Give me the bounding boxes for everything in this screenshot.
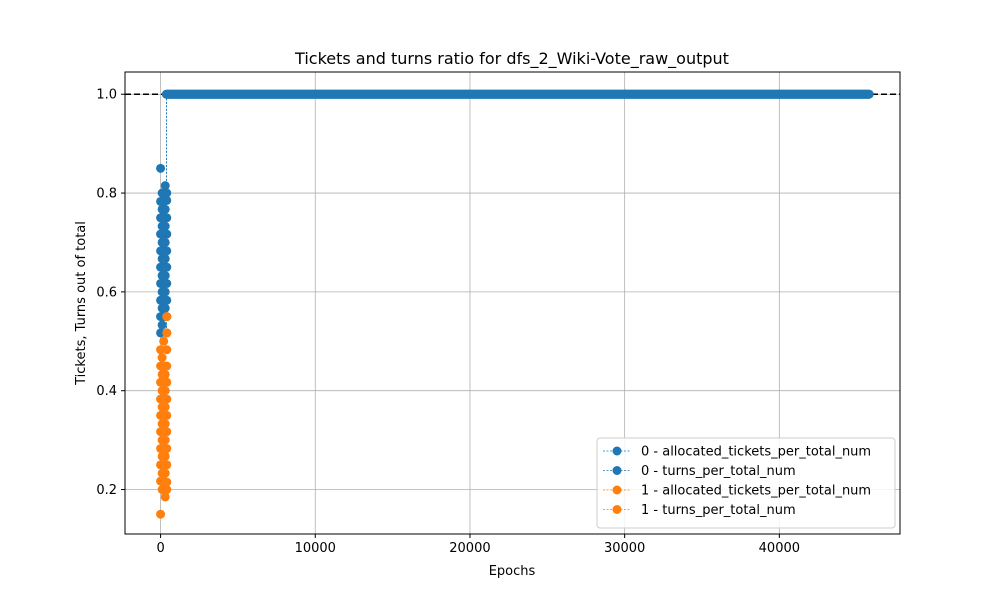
data-point bbox=[156, 345, 166, 355]
data-point bbox=[162, 377, 172, 387]
data-point bbox=[160, 287, 170, 297]
data-point bbox=[156, 509, 166, 519]
y-tick-label: 0.2 bbox=[96, 483, 117, 498]
x-tick-label: 20000 bbox=[449, 541, 490, 556]
legend-label: 0 - allocated_tickets_per_total_num bbox=[641, 445, 871, 460]
data-point bbox=[160, 492, 170, 502]
axes-frame bbox=[124, 71, 901, 535]
data-point bbox=[162, 477, 172, 487]
y-tick-label: 0.4 bbox=[96, 384, 117, 399]
data-point bbox=[160, 468, 170, 478]
legend-label: 1 - allocated_tickets_per_total_num bbox=[641, 484, 871, 499]
y-tick-label: 0.6 bbox=[96, 285, 117, 300]
series-1 bbox=[161, 89, 874, 332]
x-axis-label: Epochs bbox=[489, 564, 536, 579]
data-point bbox=[160, 451, 170, 461]
data-point bbox=[162, 394, 172, 404]
series-2 bbox=[156, 312, 172, 519]
data-point bbox=[156, 163, 166, 173]
data-point bbox=[162, 427, 172, 437]
data-point bbox=[162, 328, 172, 338]
data-point bbox=[162, 460, 172, 470]
data-point bbox=[162, 410, 172, 420]
data-point bbox=[160, 386, 170, 396]
data-point bbox=[157, 320, 167, 330]
x-tick-label: 30000 bbox=[604, 541, 645, 556]
data-point bbox=[160, 254, 170, 264]
data-point bbox=[160, 221, 170, 231]
x-axis-ticks: 0 10000 20000 30000 40000 bbox=[156, 534, 800, 556]
legend-marker bbox=[612, 505, 622, 514]
legend-marker bbox=[612, 485, 622, 495]
data-point bbox=[162, 345, 172, 355]
x-tick-label: 0 bbox=[156, 541, 164, 556]
chart-title: Tickets and turns ratio for dfs_2_Wiki-V… bbox=[294, 49, 729, 69]
data-point bbox=[160, 419, 170, 429]
x-tick-label: 10000 bbox=[295, 541, 336, 556]
data-point bbox=[162, 295, 172, 305]
legend: 0 - allocated_tickets_per_total_num 0 - t… bbox=[596, 437, 896, 529]
legend-box bbox=[596, 437, 896, 529]
data-point bbox=[157, 353, 167, 363]
data-point bbox=[160, 369, 170, 379]
data-point bbox=[162, 444, 172, 454]
data-point bbox=[159, 336, 169, 346]
legend-label: 1 - turns_per_total_num bbox=[641, 503, 796, 518]
data-point bbox=[160, 271, 170, 281]
data-point bbox=[162, 278, 172, 288]
data-point bbox=[160, 237, 170, 247]
data-point bbox=[156, 328, 166, 338]
legend-label: 0 - turns_per_total_num bbox=[641, 464, 796, 479]
y-axis-label: Tickets, Turns out of total bbox=[74, 221, 89, 386]
legend-marker bbox=[612, 446, 622, 456]
y-tick-label: 1.0 bbox=[96, 88, 117, 103]
y-axis-ticks: 0.2 0.4 0.6 0.8 1.0 bbox=[96, 88, 125, 498]
x-tick-label: 40000 bbox=[759, 541, 800, 556]
data-point bbox=[160, 402, 170, 412]
data-point bbox=[160, 435, 170, 445]
data-point bbox=[160, 181, 170, 191]
data-point bbox=[162, 361, 172, 371]
data-point bbox=[162, 229, 172, 239]
data-point bbox=[162, 485, 172, 495]
y-tick-label: 0.8 bbox=[96, 187, 117, 202]
data-point bbox=[160, 204, 170, 214]
data-point bbox=[160, 303, 170, 313]
legend-marker bbox=[612, 466, 622, 475]
data-point bbox=[162, 312, 172, 322]
plot-area bbox=[156, 89, 874, 519]
